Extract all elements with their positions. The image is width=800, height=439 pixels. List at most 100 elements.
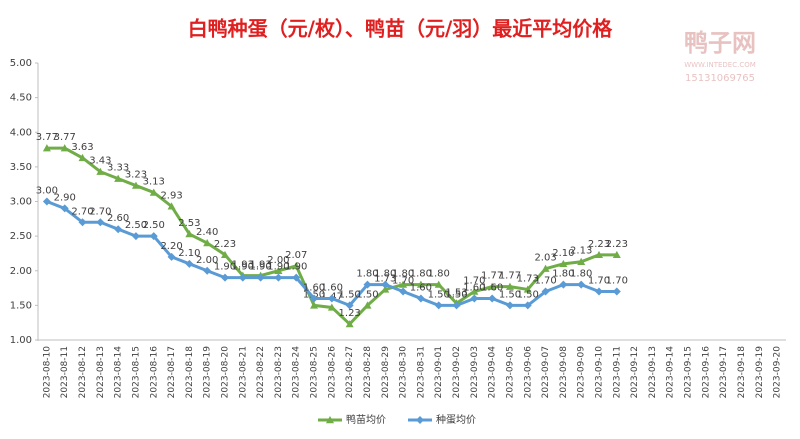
data-label: 1.53 bbox=[445, 287, 467, 298]
marker bbox=[221, 273, 229, 282]
data-label: 2.53 bbox=[178, 218, 200, 229]
data-label: 1.80 bbox=[570, 269, 592, 280]
x-tick-label: 2023-08-12 bbox=[78, 346, 88, 398]
marker bbox=[167, 202, 176, 210]
data-label: 1.73 bbox=[517, 273, 539, 284]
marker bbox=[203, 266, 212, 275]
watermark-text: WWW.INTEDEC.COM bbox=[684, 61, 756, 69]
data-label: 3.63 bbox=[71, 142, 93, 153]
marker bbox=[256, 273, 265, 282]
marker bbox=[381, 285, 390, 293]
data-label: 3.43 bbox=[89, 156, 111, 167]
marker bbox=[559, 280, 568, 289]
x-tick-label: 2023-08-17 bbox=[167, 346, 177, 398]
data-label: 1.90 bbox=[285, 262, 307, 273]
x-tick-label: 2023-09-17 bbox=[719, 346, 729, 398]
marker bbox=[577, 280, 586, 289]
x-tick-label: 2023-09-15 bbox=[684, 346, 694, 398]
data-label: 2.10 bbox=[552, 248, 574, 259]
data-label: 1.77 bbox=[499, 271, 521, 282]
marker bbox=[327, 303, 336, 311]
data-label: 3.00 bbox=[36, 186, 58, 197]
x-tick-label: 2023-09-14 bbox=[666, 346, 676, 399]
marker bbox=[221, 250, 229, 259]
marker bbox=[131, 181, 140, 189]
marker bbox=[345, 301, 354, 310]
marker bbox=[381, 280, 390, 289]
data-label: 2.13 bbox=[570, 246, 592, 257]
data-label: 2.00 bbox=[267, 255, 289, 266]
data-label: 1.60 bbox=[463, 282, 485, 293]
x-tick-label: 2023-08-15 bbox=[131, 346, 141, 398]
marker bbox=[612, 287, 621, 296]
marker bbox=[541, 287, 550, 296]
x-tick-label: 2023-09-16 bbox=[701, 346, 711, 399]
data-label: 1.80 bbox=[374, 269, 396, 280]
x-tick-label: 2023-09-06 bbox=[523, 346, 533, 399]
x-tick-label: 2023-08-30 bbox=[399, 346, 409, 399]
marker bbox=[114, 225, 123, 234]
marker bbox=[452, 301, 461, 310]
legend-label: 鸭苗均价 bbox=[346, 413, 386, 426]
data-label: 2.23 bbox=[588, 239, 610, 250]
data-label: 1.70 bbox=[392, 276, 414, 287]
data-label: 1.80 bbox=[356, 269, 378, 280]
marker bbox=[310, 301, 319, 309]
y-tick-label: 5.00 bbox=[10, 58, 32, 69]
x-tick-label: 2023-09-11 bbox=[612, 346, 622, 398]
data-label: 1.70 bbox=[463, 276, 485, 287]
x-tick-label: 2023-09-13 bbox=[648, 346, 658, 398]
marker bbox=[96, 218, 105, 227]
x-tick-label: 2023-09-12 bbox=[630, 346, 640, 398]
y-tick-label: 3.00 bbox=[10, 197, 32, 208]
x-tick-label: 2023-09-18 bbox=[737, 346, 747, 399]
marker bbox=[505, 282, 514, 290]
watermark-text: 15131069765 bbox=[685, 73, 755, 84]
x-tick-label: 2023-08-26 bbox=[327, 346, 337, 399]
marker bbox=[399, 287, 408, 296]
marker bbox=[274, 273, 283, 282]
marker bbox=[434, 280, 443, 288]
marker bbox=[203, 239, 212, 247]
data-label: 1.50 bbox=[339, 289, 361, 300]
data-label: 1.90 bbox=[267, 262, 289, 273]
data-label: 2.70 bbox=[71, 206, 93, 217]
x-tick-label: 2023-08-11 bbox=[60, 346, 70, 398]
data-label: 2.23 bbox=[606, 239, 628, 250]
x-tick-label: 2023-09-02 bbox=[452, 346, 462, 398]
marker bbox=[416, 280, 425, 288]
data-label: 1.80 bbox=[428, 269, 450, 280]
data-label: 2.50 bbox=[125, 220, 147, 231]
x-tick-label: 2023-08-29 bbox=[381, 346, 391, 399]
x-tick-label: 2023-08-24 bbox=[292, 346, 302, 399]
marker bbox=[114, 174, 123, 182]
marker bbox=[505, 301, 514, 310]
data-label: 2.40 bbox=[196, 227, 218, 238]
data-label: 1.70 bbox=[588, 276, 610, 287]
y-tick-label: 4.50 bbox=[10, 93, 32, 104]
data-label: 1.23 bbox=[339, 308, 361, 319]
data-label: 2.70 bbox=[89, 206, 111, 217]
y-tick-label: 3.50 bbox=[10, 162, 32, 173]
x-tick-label: 2023-09-08 bbox=[559, 346, 569, 399]
marker bbox=[185, 230, 194, 238]
marker bbox=[416, 294, 425, 303]
marker bbox=[470, 294, 479, 303]
x-tick-label: 2023-08-20 bbox=[221, 346, 231, 399]
data-label: 1.60 bbox=[481, 282, 503, 293]
y-tick-label: 1.50 bbox=[10, 300, 32, 311]
data-label: 2.23 bbox=[214, 239, 236, 250]
data-label: 3.13 bbox=[143, 176, 165, 187]
data-label: 1.80 bbox=[392, 269, 414, 280]
x-tick-label: 2023-09-01 bbox=[434, 346, 444, 398]
x-tick-label: 2023-08-28 bbox=[363, 346, 373, 399]
marker bbox=[185, 259, 194, 268]
data-label: 3.23 bbox=[125, 170, 147, 181]
y-tick-label: 2.50 bbox=[10, 231, 32, 242]
legend-marker bbox=[416, 416, 424, 424]
marker bbox=[42, 197, 51, 206]
x-tick-label: 2023-09-19 bbox=[755, 346, 765, 399]
data-label: 2.03 bbox=[534, 253, 556, 264]
data-label: 1.70 bbox=[606, 276, 628, 287]
marker bbox=[488, 282, 497, 290]
